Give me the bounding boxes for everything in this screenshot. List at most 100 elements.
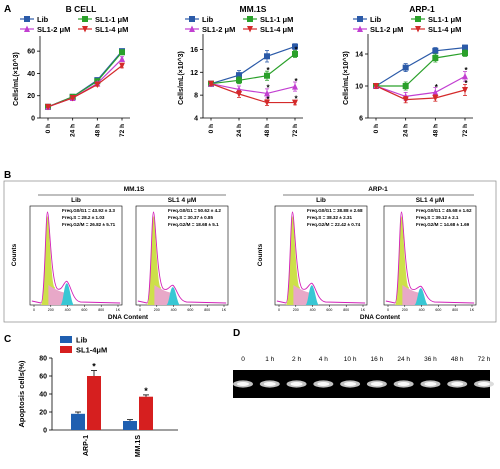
y-tick-label: 4 (194, 116, 198, 123)
significance-star: * (294, 77, 298, 86)
y-tick-label: 20 (39, 410, 47, 417)
phase-frequency: Freq.G0/G1 = 45.68 ± 1.62 (416, 208, 472, 213)
series-line (47, 50, 123, 108)
data-point (292, 51, 298, 57)
g1-peak (147, 216, 161, 305)
histogram-x-tick-label: 0 (33, 308, 35, 312)
phase-frequency: Freq.S = 28.2 ± 1.03 (62, 215, 105, 220)
histogram-label: Lib (71, 197, 81, 204)
bar (71, 413, 85, 430)
data-point (462, 44, 468, 51)
gel-panel: 0 1 h 2 h 4 h 10 h 16 h 24 h 36 h 48 h 72 h (233, 356, 494, 398)
gel-lane-label: 36 h (424, 356, 437, 363)
flow-group-title: ARP-1 (368, 186, 388, 193)
legend-label: SL1-4 μM (260, 25, 293, 34)
gel-band-core (344, 382, 357, 386)
x-tick-label: 24 h (236, 124, 243, 137)
legend-marker (357, 25, 363, 32)
histogram-x-tick-label: 400 (419, 308, 425, 312)
data-point (69, 94, 76, 102)
legend-label: SL1-4 μM (95, 25, 128, 34)
phase-frequency: Freq.S = 38.32 ± 2.31 (307, 215, 352, 220)
y-axis-label: Cells/mL(×10^3) (177, 51, 185, 105)
y-tick-label: 40 (39, 392, 47, 399)
chart-title: MM.1S (240, 4, 267, 14)
g2-peak (414, 288, 429, 305)
legend-marker (189, 25, 195, 32)
gel-band-core (424, 382, 437, 386)
gel-band-core (263, 382, 276, 386)
g2-peak (60, 283, 75, 305)
significance-star: * (266, 84, 270, 93)
legend-label: SL1-4 μM (428, 25, 461, 34)
legend-label: SL1-2 μM (37, 25, 70, 34)
legend-label: Lib (37, 15, 49, 24)
x-tick-label: 24 h (70, 124, 77, 137)
flow-x-axis-label: DNA Content (360, 314, 401, 321)
histogram-x-tick-label: 0 (139, 308, 141, 312)
y-tick-label: 20 (27, 93, 35, 100)
x-tick-label: 48 h (94, 124, 101, 137)
phase-frequency: Freq.G2/M = 14.68 ± 1.69 (416, 222, 470, 227)
line-chart-mm1s: MM.1S 4 8 12 16 0 h 24 h 48 h 72 h Cells/mL(×10^3… (177, 4, 303, 137)
bar (87, 376, 101, 430)
histogram-x-tick-label: 400 (310, 308, 316, 312)
g1-peak (286, 216, 300, 305)
legend-marker (82, 16, 88, 22)
series-line (47, 51, 123, 108)
significance-star: * (464, 66, 468, 75)
y-tick-label: 6 (359, 116, 363, 123)
phase-frequency: Freq.S = 30.37 ± 0.85 (168, 215, 213, 220)
histogram-0-1: SL1 4 μM Freq.G0/G1 = 50.62 ± 4.2 Freq.S =… (135, 197, 229, 312)
bar-chart-apoptosis: 0 20 40 60 80 Apoptosis cells(%) ARP-1 MM.1S * * L… (17, 336, 178, 458)
gel-lane-label: 72 h (478, 356, 491, 363)
histogram-x-tick-label: 800 (204, 308, 210, 312)
x-tick-label: MM.1S (135, 435, 142, 458)
histogram-0-0: Lib Freq.G0/G1 = 43.92 ± 3.3 Freq.S = 28.2… (29, 197, 123, 312)
significance-star: * (92, 362, 96, 372)
legend-marker (415, 16, 421, 22)
bar (139, 396, 153, 430)
legend-label: Lib (76, 336, 88, 345)
g2-peak (305, 285, 320, 305)
data-point (94, 81, 101, 89)
chart-title: ARP-1 (409, 4, 435, 14)
g1-peak (41, 216, 55, 305)
y-tick-label: 14 (355, 52, 363, 59)
series-line (375, 47, 466, 87)
phase-frequency: Freq.S = 39.12 ± 2.1 (416, 215, 459, 220)
phase-frequency: Freq.G2/M = 18.68 ± 5.1 (168, 222, 219, 227)
panel-label-c: C (4, 334, 11, 345)
significance-star: * (266, 66, 270, 75)
phase-frequency: Freq.G0/G1 = 38.88 ± 2.68 (307, 208, 363, 213)
histogram-1-0: Lib Freq.G0/G1 = 38.88 ± 2.68 Freq.S = 38.… (274, 197, 368, 312)
data-point (264, 72, 270, 79)
x-tick-label: 0 h (373, 124, 380, 133)
histogram-x-tick-label: 200 (48, 308, 54, 312)
flow-y-axis-label: Counts (257, 243, 264, 266)
legend-marker (82, 26, 88, 33)
x-tick-label: 0 h (45, 124, 52, 133)
histogram-x-tick-label: 800 (98, 308, 104, 312)
y-tick-label: 12 (190, 70, 198, 77)
legend-marker (247, 16, 253, 22)
x-tick-label: 48 h (264, 124, 271, 137)
y-tick-label: 0 (43, 428, 47, 435)
data-point (462, 87, 468, 94)
x-tick-label: 48 h (432, 124, 439, 137)
y-tick-label: 80 (39, 356, 47, 363)
panel-label-d: D (233, 328, 240, 339)
data-point (432, 88, 439, 96)
series-line (210, 46, 296, 85)
flow-group-title: MM.1S (124, 186, 145, 193)
flow-x-axis-label: DNA Content (108, 314, 149, 321)
y-tick-label: 10 (355, 84, 363, 91)
histogram-label: Lib (316, 197, 326, 204)
gel-band-core (478, 382, 490, 386)
data-point (292, 83, 298, 90)
y-tick-label: 16 (190, 47, 198, 54)
flow-cytometry-panel: MM.1S Lib Freq.G0/G1 = 43.92 ± 3.3 Freq.S =… (3, 180, 497, 323)
significance-star: * (464, 79, 468, 88)
histogram-x-tick-label: 0 (278, 308, 280, 312)
